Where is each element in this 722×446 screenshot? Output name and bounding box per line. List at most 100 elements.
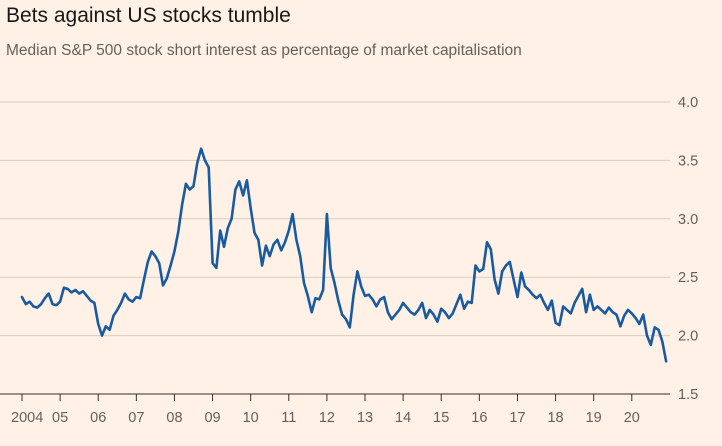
data-point [447, 317, 450, 319]
data-point [97, 323, 100, 325]
data-point [364, 294, 366, 297]
x-axis [0, 393, 670, 401]
data-point [371, 298, 374, 301]
data-point [215, 266, 218, 269]
x-tick-label: 11 [281, 410, 296, 426]
data-point [211, 262, 214, 265]
data-point [375, 305, 378, 308]
data-point [421, 301, 424, 304]
data-point [497, 292, 500, 295]
data-point [558, 324, 561, 326]
data-point [470, 301, 473, 304]
data-point [474, 264, 477, 267]
data-point [146, 261, 149, 263]
data-point [516, 296, 519, 298]
data-point [596, 305, 599, 308]
data-point [165, 277, 168, 280]
data-point [253, 231, 256, 234]
data-point [512, 278, 515, 281]
data-point [653, 326, 656, 329]
data-point [646, 334, 648, 337]
x-tick-label: 09 [204, 410, 220, 426]
data-point [196, 161, 199, 164]
x-tick-label: 10 [243, 410, 259, 426]
data-point [463, 307, 466, 310]
data-point [573, 301, 576, 304]
y-tick-label: 4.0 [678, 95, 698, 111]
data-point [627, 309, 629, 311]
data-point [592, 309, 595, 311]
data-point [638, 323, 641, 325]
data-point [143, 278, 145, 281]
x-tick-label: 05 [52, 410, 68, 426]
data-point [154, 255, 157, 258]
data-point [345, 318, 347, 321]
data-point [337, 299, 340, 302]
data-point [135, 296, 138, 298]
data-point [554, 321, 557, 324]
data-point [268, 255, 271, 258]
data-point [508, 261, 511, 263]
data-point [531, 293, 534, 296]
gridlines [0, 101, 670, 337]
data-point [630, 312, 633, 315]
data-point [543, 301, 546, 304]
data-point [451, 312, 454, 315]
x-tick-label: 14 [395, 410, 411, 426]
data-point [85, 294, 88, 297]
data-point [478, 270, 481, 273]
x-tick-label: 18 [547, 410, 563, 426]
data-point [40, 303, 42, 305]
data-point [101, 334, 103, 337]
data-point [440, 307, 443, 310]
data-point [219, 229, 222, 232]
series-layer [20, 147, 668, 363]
x-axis-labels: 2004 05 06 07 08 09 10 11 12 13 14 15 16 17 18 19 20 [11, 410, 640, 426]
data-point [524, 285, 526, 288]
data-point [276, 238, 279, 241]
x-tick-label: 2004 [11, 410, 43, 426]
data-point [547, 309, 549, 311]
data-point [322, 289, 324, 291]
data-point [417, 309, 420, 311]
data-point [444, 311, 446, 314]
data-point [173, 250, 176, 253]
data-point [223, 245, 225, 248]
data-point [455, 303, 458, 305]
data-point [352, 293, 355, 296]
data-point [539, 293, 542, 296]
data-point [295, 238, 298, 241]
data-point [28, 300, 31, 303]
data-point [356, 270, 359, 273]
data-point [169, 264, 172, 267]
data-point [657, 328, 660, 331]
data-point [303, 282, 305, 284]
data-point [261, 264, 264, 267]
data-point [436, 320, 439, 323]
data-point [188, 188, 191, 191]
data-point [306, 294, 309, 297]
y-axis-labels: 1.5 2.0 2.5 3.0 3.5 4.0 [678, 95, 698, 403]
data-point [398, 309, 401, 311]
x-tick-label: 12 [319, 410, 335, 426]
x-tick-label: 15 [433, 410, 449, 426]
data-point [131, 300, 134, 303]
data-point [566, 309, 568, 311]
data-point [184, 182, 187, 185]
y-tick-label: 3.5 [678, 153, 698, 169]
data-point [409, 311, 412, 314]
x-tick-label: 17 [509, 410, 525, 426]
data-point [486, 241, 488, 244]
data-point [181, 203, 183, 206]
data-point [287, 229, 290, 232]
data-point [310, 311, 313, 314]
data-point [120, 301, 122, 304]
x-tick-label: 07 [128, 410, 144, 426]
data-point [406, 306, 408, 309]
data-point [520, 271, 523, 274]
data-point [36, 306, 39, 309]
chart-title: Bets against US stocks tumble [6, 4, 291, 27]
data-point [150, 250, 153, 253]
data-point [577, 294, 580, 297]
